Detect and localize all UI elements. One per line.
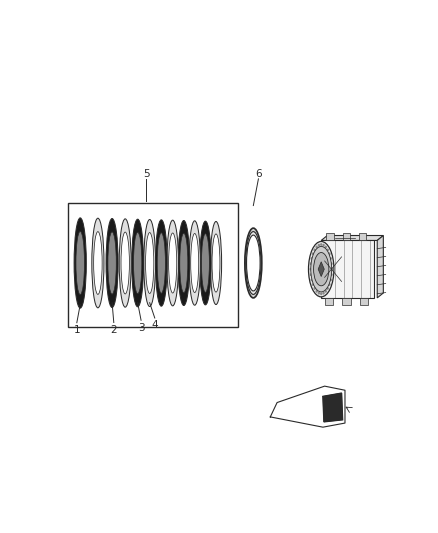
Text: 5: 5 — [143, 169, 150, 179]
Text: 6: 6 — [255, 169, 262, 179]
Ellipse shape — [247, 235, 260, 291]
Ellipse shape — [331, 268, 333, 271]
Ellipse shape — [311, 278, 313, 281]
Ellipse shape — [315, 290, 318, 293]
Ellipse shape — [315, 246, 318, 248]
Bar — [68, 204, 238, 327]
Ellipse shape — [121, 232, 129, 294]
Text: 3: 3 — [138, 322, 145, 333]
Ellipse shape — [312, 283, 314, 286]
Ellipse shape — [314, 287, 316, 290]
Ellipse shape — [246, 232, 261, 294]
Ellipse shape — [106, 219, 118, 308]
Ellipse shape — [155, 220, 167, 306]
Ellipse shape — [308, 241, 334, 297]
Polygon shape — [321, 236, 383, 240]
Polygon shape — [377, 236, 383, 298]
Ellipse shape — [320, 243, 322, 246]
Ellipse shape — [314, 253, 329, 286]
Bar — [342, 298, 351, 305]
Ellipse shape — [191, 233, 199, 293]
Ellipse shape — [108, 232, 117, 294]
Ellipse shape — [311, 257, 313, 260]
Ellipse shape — [330, 273, 333, 276]
Ellipse shape — [145, 232, 154, 294]
Ellipse shape — [212, 234, 220, 292]
Ellipse shape — [178, 221, 190, 305]
Ellipse shape — [180, 233, 188, 293]
Polygon shape — [318, 262, 324, 277]
Ellipse shape — [328, 252, 331, 255]
Ellipse shape — [210, 222, 222, 304]
Ellipse shape — [74, 218, 86, 308]
Ellipse shape — [328, 283, 331, 286]
Ellipse shape — [94, 232, 102, 294]
Ellipse shape — [325, 290, 327, 293]
Ellipse shape — [310, 273, 312, 276]
Ellipse shape — [189, 221, 201, 305]
Ellipse shape — [325, 246, 327, 248]
Ellipse shape — [169, 233, 177, 293]
Ellipse shape — [245, 228, 262, 298]
Polygon shape — [323, 393, 343, 422]
Ellipse shape — [320, 293, 322, 295]
Ellipse shape — [132, 219, 144, 307]
Bar — [325, 298, 333, 305]
Bar — [321, 240, 374, 298]
Ellipse shape — [312, 252, 314, 255]
Bar — [343, 233, 350, 240]
Ellipse shape — [310, 262, 312, 265]
Text: 1: 1 — [74, 325, 80, 335]
Ellipse shape — [318, 244, 320, 247]
Ellipse shape — [329, 257, 332, 260]
Bar — [360, 298, 368, 305]
Ellipse shape — [134, 232, 142, 294]
Ellipse shape — [200, 221, 211, 305]
Ellipse shape — [167, 220, 178, 306]
Ellipse shape — [330, 262, 333, 265]
Ellipse shape — [327, 248, 329, 252]
Ellipse shape — [327, 287, 329, 290]
Ellipse shape — [92, 218, 104, 308]
Ellipse shape — [119, 219, 131, 307]
Ellipse shape — [310, 268, 312, 271]
Ellipse shape — [314, 248, 316, 252]
Ellipse shape — [157, 233, 166, 293]
Ellipse shape — [322, 292, 325, 295]
Ellipse shape — [311, 246, 332, 292]
Text: 4: 4 — [152, 320, 158, 330]
Ellipse shape — [144, 220, 155, 306]
Ellipse shape — [329, 278, 332, 281]
Ellipse shape — [201, 233, 209, 292]
Bar — [326, 233, 334, 240]
Ellipse shape — [76, 231, 85, 295]
Bar — [359, 233, 366, 240]
Ellipse shape — [322, 244, 325, 247]
Ellipse shape — [318, 292, 320, 295]
Text: 2: 2 — [110, 325, 117, 335]
